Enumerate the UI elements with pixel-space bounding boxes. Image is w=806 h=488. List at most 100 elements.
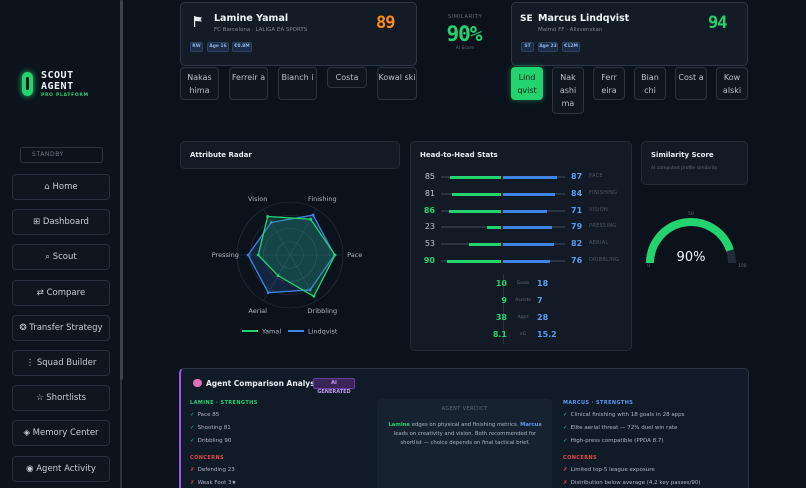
nav-item-shortlists[interactable]: ☆ Shortlists xyxy=(12,385,110,411)
gauge-tick-label: 0 xyxy=(647,263,650,269)
h2h-stat-label: PRESSING xyxy=(589,223,617,230)
left-tab-bianchi[interactable]: Bianch i xyxy=(278,67,317,100)
h2h-panel: Head-to-Head Stats 85 87 PACE 81 84 FINISHING… xyxy=(410,141,632,351)
season-stat-left: 9 xyxy=(501,296,507,305)
h2h-left-track xyxy=(441,226,501,229)
radar-spoke xyxy=(289,208,317,256)
left-strength-item: ✓ Dribbling 90 xyxy=(190,438,232,444)
ai-generated-badge: AI GENERATED xyxy=(313,378,355,395)
right-tab-lindqvist[interactable]: Lind qvist xyxy=(511,67,543,100)
season-stat-label: Apps xyxy=(517,315,529,320)
verdict-text: Lamine edges on physical and finishing m… xyxy=(388,422,542,446)
nav-item-dashboard[interactable]: ⊞ Dashboard xyxy=(12,209,110,235)
check-icon: ✓ xyxy=(190,425,195,431)
radar-point-lindqvist xyxy=(308,288,312,292)
player1-club: FC Barcelona · LALIGA EA SPORTS xyxy=(214,27,308,33)
season-stat-xg: 8.1 xG 15.2 xyxy=(411,330,631,345)
status-badge: STANDBY xyxy=(20,147,103,163)
season-stat-label: Goals xyxy=(516,281,530,286)
h2h-left-value: 86 xyxy=(423,205,435,215)
nav-item-compare[interactable]: ⇄ Compare xyxy=(12,280,110,306)
h2h-row-vision: 86 71 VISION xyxy=(411,203,633,219)
left-tab-kowalski[interactable]: Kowal ski xyxy=(377,67,417,100)
radar-panel-header: Attribute Radar xyxy=(180,141,400,169)
logo-title-line2: AGENT xyxy=(41,81,74,92)
season-stat-right: 28 xyxy=(537,313,549,322)
h2h-right-bar xyxy=(503,243,554,247)
right-concern-item: ✗ Limited top-5 league exposure xyxy=(563,467,655,473)
player1-card[interactable]: Lamine Yamal FC Barcelona · LALIGA EA SP… xyxy=(180,2,417,66)
h2h-left-value: 90 xyxy=(423,256,435,265)
player2-rating: 94 xyxy=(708,13,728,33)
h2h-right-bar xyxy=(503,209,548,213)
nav-item-scout[interactable]: ⌕ Scout xyxy=(12,244,110,270)
h2h-left-bar xyxy=(469,243,501,247)
right-tab-kowalski[interactable]: Kow alski xyxy=(716,67,748,100)
left-tab-costa[interactable]: Costa xyxy=(327,67,367,88)
similarity-label: SIMILARITY xyxy=(447,14,483,20)
logo-icon xyxy=(22,72,33,96)
h2h-right-value: 82 xyxy=(571,239,583,249)
season-stat-label: xG xyxy=(519,332,527,337)
h2h-stat-label: AERIAL xyxy=(589,240,609,247)
h2h-right-value: 71 xyxy=(571,205,583,215)
h2h-right-value: 84 xyxy=(571,188,583,198)
player2-club: Malmö FF · Allsvenskan xyxy=(538,27,603,33)
h2h-left-bar xyxy=(449,209,501,213)
right-concerns-head: CONCERNS xyxy=(563,455,598,461)
brain-icon xyxy=(193,379,202,387)
radar-axis-label: Pace xyxy=(347,251,362,259)
cross-icon: ✗ xyxy=(190,480,195,486)
right-tab-nakashima[interactable]: Nak ashi ma xyxy=(552,67,584,114)
h2h-stat-label: VISION xyxy=(589,206,609,213)
left-tab-ferreira[interactable]: Ferreir a xyxy=(229,67,268,100)
legend-label-0: Yamal xyxy=(261,328,281,336)
nav-item-transfer-strategy[interactable]: ❂ Transfer Strategy xyxy=(12,315,110,341)
radar-point-lindqvist xyxy=(246,253,250,257)
player1-value-tag: €0.8M xyxy=(232,42,252,52)
nav-item-home[interactable]: ⌂ Home xyxy=(12,174,110,200)
app-logo[interactable]: SCOUT AGENT PRO PLATFORM xyxy=(22,70,112,100)
h2h-season-stats: 10 Goals 18 9 Assists 7 38 Apps 28 8.1 xG 15.2 xyxy=(411,279,633,349)
nav-item-memory-center[interactable]: ◈ Memory Center xyxy=(12,420,110,446)
season-stat-assists: 9 Assists 7 xyxy=(411,296,631,311)
h2h-right-bar xyxy=(503,192,556,196)
check-icon: ✓ xyxy=(190,438,195,444)
player2-card[interactable]: SE Marcus Lindqvist Malmö FF · Allsvensk… xyxy=(511,2,748,66)
similarity-gauge: 90% 0 50 100 xyxy=(646,211,747,269)
h2h-left-bar xyxy=(450,176,501,179)
similarity-value: 90% xyxy=(446,22,483,46)
nav-item-agent-activity[interactable]: ◉ Agent Activity xyxy=(12,456,110,482)
sidebar-scrollbar[interactable] xyxy=(120,0,123,380)
radar-point-lindqvist xyxy=(266,291,270,295)
gauge-fill xyxy=(646,218,734,264)
season-stat-apps: 38 Apps 28 xyxy=(411,313,631,328)
season-stat-left: 10 xyxy=(495,279,507,288)
left-concern-item: ✗ Defending 23 xyxy=(190,467,235,473)
season-stat-label: Assists xyxy=(515,298,531,303)
check-icon: ✓ xyxy=(190,412,195,418)
radar-point-lindqvist xyxy=(269,221,273,224)
nav-item-squad-builder[interactable]: ⋮ Squad Builder xyxy=(12,350,110,376)
right-tab-ferreira[interactable]: Ferr eira xyxy=(593,67,625,100)
h2h-left-bar xyxy=(487,226,501,230)
gauge-tick-label: 100 xyxy=(738,263,747,269)
cross-icon: ✗ xyxy=(190,467,195,473)
season-stat-left: 8.1 xyxy=(492,330,507,339)
left-concern-item: ✗ Weak Foot 3★ xyxy=(190,480,237,486)
logo-subtitle: PRO PLATFORM xyxy=(41,93,89,98)
right-tab-costa[interactable]: Cost a xyxy=(675,67,707,100)
radar-title: Attribute Radar xyxy=(190,151,252,159)
radar-axis-label: Aerial xyxy=(248,307,267,315)
left-strength-item: ✓ Pace 85 xyxy=(190,412,220,418)
agent-analysis-panel: Agent Comparison Analysis AI GENERATED L… xyxy=(179,368,749,488)
radar-point-lindqvist xyxy=(311,213,315,217)
radar-axis-label: Finishing xyxy=(308,195,337,203)
left-tab-nakashima[interactable]: Nakas hima xyxy=(180,67,219,100)
player2-initials: SE xyxy=(520,14,533,24)
right-concern-item: ✗ Distribution below average (4.2 key pas… xyxy=(563,480,701,486)
legend-label-1: Lindqvist xyxy=(308,328,338,336)
h2h-rows: 85 87 PACE 81 84 FINISHING 86 71 VISION 23 79 PRESS… xyxy=(411,169,633,269)
right-strength-item: ✓ High-press compatible (PPDA 8.7) xyxy=(563,438,664,444)
right-tab-bianchi[interactable]: Bian chi xyxy=(634,67,666,100)
